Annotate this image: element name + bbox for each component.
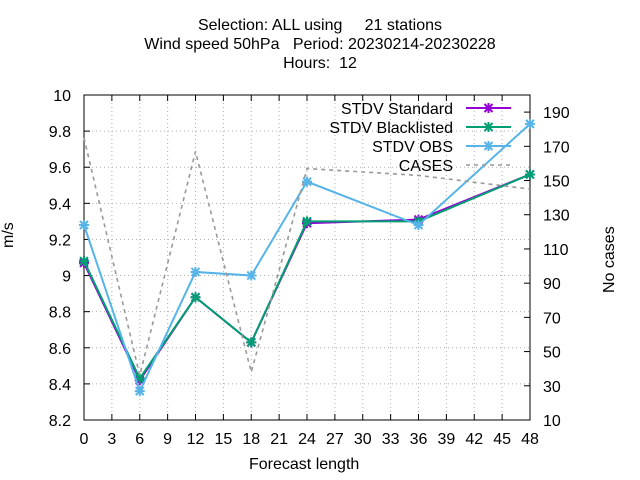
x-tick-label: 27 (326, 431, 344, 448)
series-line-cases (83, 137, 531, 376)
y-tick-label: 9.4 (49, 196, 71, 213)
point-stdv-blacklisted (302, 216, 312, 227)
point-stdv-blacklisted (79, 256, 89, 267)
y-tick-label: 9.8 (49, 124, 71, 141)
y2-tick-label: 70 (543, 310, 561, 327)
x-tick-label: 24 (298, 431, 316, 448)
title-line-1: Selection: ALL using 21 stations (197, 17, 442, 34)
x-tick-label: 6 (135, 431, 144, 448)
y-tick-label: 9 (62, 269, 71, 286)
legend-marker-stdv-obs (483, 141, 494, 151)
point-stdv-obs (246, 270, 257, 281)
series-line-stdv-standard (83, 173, 531, 383)
point-stdv-obs (79, 220, 89, 230)
point-stdv-obs (302, 176, 312, 187)
legend-marker-stdv-standard (483, 103, 494, 113)
y-tick-label: 8.6 (49, 341, 71, 358)
point-stdv-obs (525, 118, 535, 129)
x-tick-label: 39 (437, 431, 455, 448)
point-stdv-blacklisted (525, 169, 535, 180)
y-tick-label: 9.6 (49, 160, 71, 177)
legend-label-stdv-standard: STDV Standard (341, 101, 453, 118)
y2-tick-label: 10 (543, 413, 561, 430)
x-tick-label: 18 (242, 431, 260, 448)
legend-label-stdv-obs: STDV OBS (372, 139, 453, 156)
x-tick-label: 15 (214, 431, 232, 448)
y-tick-label: 8.8 (49, 305, 71, 322)
y2-tick-label: 110 (543, 242, 569, 259)
y-tick-label: 8.4 (49, 377, 71, 394)
y2-tick-label: 130 (543, 208, 570, 225)
x-tick-label: 33 (382, 431, 400, 448)
y2-tick-label: 190 (543, 105, 570, 122)
x-tick-label: 3 (107, 431, 116, 448)
point-stdv-obs (134, 386, 145, 397)
y2-tick-label: 30 (543, 379, 561, 396)
x-tick-label: 48 (521, 431, 539, 448)
x-tick-label: 0 (80, 431, 89, 448)
x-axis-title: Forecast length (249, 456, 360, 473)
legend-label-cases: CASES (399, 158, 453, 175)
x-tick-label: 9 (163, 431, 172, 448)
legend-label-stdv-blacklisted: STDV Blacklisted (329, 120, 453, 137)
x-tick-label: 42 (465, 431, 483, 448)
y2-tick-label: 90 (543, 276, 561, 293)
x-tick-label: 36 (410, 431, 428, 448)
point-stdv-blacklisted (190, 292, 201, 303)
point-stdv-obs (190, 266, 201, 277)
x-tick-label: 45 (493, 431, 511, 448)
y2-tick-label: 50 (543, 345, 561, 362)
x-tick-label: 21 (270, 431, 288, 448)
y-tick-label: 10 (53, 88, 71, 105)
point-stdv-blacklisted (134, 373, 145, 384)
x-tick-label: 30 (354, 431, 372, 448)
y-tick-label: 8.2 (49, 413, 71, 430)
y2-tick-label: 150 (543, 174, 570, 191)
y-tick-label: 9.2 (49, 232, 71, 249)
point-stdv-obs (413, 220, 424, 230)
x-tick-label: 12 (187, 431, 205, 448)
point-stdv-blacklisted (246, 337, 257, 348)
title-line-3: Hours: 12 (283, 55, 357, 72)
legend-marker-stdv-blacklisted (483, 122, 494, 132)
title-line-2: Wind speed 50hPa Period: 20230214-202302… (144, 36, 496, 53)
y2-tick-label: 170 (543, 139, 570, 156)
